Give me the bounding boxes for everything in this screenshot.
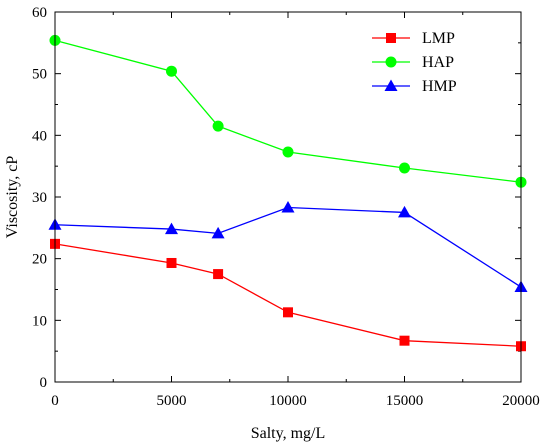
x-axis-title: Salty, mg/L xyxy=(251,425,326,442)
y-tick-label: 0 xyxy=(40,375,48,391)
legend: LMP HAP HMP xyxy=(372,30,457,95)
hap-data-point xyxy=(399,162,410,174)
tick-labels: 0 5000 10000 15000 20000 0 10 20 30 40 50 60 xyxy=(32,5,540,409)
hmp-series-line xyxy=(54,206,522,288)
lmp-data-point xyxy=(213,269,224,280)
x-tick-label: 10000 xyxy=(269,393,307,409)
y-tick-label: 10 xyxy=(32,313,47,329)
legend-hmp-marker xyxy=(384,79,398,91)
lmp-data-point xyxy=(166,257,177,268)
hap-data-point xyxy=(166,65,177,77)
series-lines xyxy=(54,39,522,347)
legend-lmp-marker xyxy=(386,33,396,43)
hmp-data-point xyxy=(211,226,225,239)
y-tick-label: 40 xyxy=(32,128,47,144)
hmp-data-point xyxy=(165,222,178,235)
y-tick-label: 30 xyxy=(32,190,47,206)
legend-lmp-label: LMP xyxy=(422,30,455,47)
lmp-data-point xyxy=(283,307,293,318)
plot-frame xyxy=(54,11,522,383)
lmp-series-line xyxy=(54,243,522,347)
legend-hap-marker xyxy=(385,56,397,68)
x-tick-label: 5000 xyxy=(157,393,187,409)
x-tick-label: 15000 xyxy=(386,393,424,409)
hap-series-line xyxy=(54,39,522,183)
hmp-data-point xyxy=(281,200,295,213)
x-tick-label: 0 xyxy=(51,393,59,409)
legend-hap-label: HAP xyxy=(422,54,454,71)
y-tick-label: 60 xyxy=(32,5,47,21)
lmp-data-point xyxy=(399,335,410,346)
legend-hmp-label: HMP xyxy=(422,78,457,95)
y-tick-label: 20 xyxy=(32,252,47,268)
hap-data-point xyxy=(212,120,224,132)
hap-data-point xyxy=(282,146,294,158)
y-axis-title: Viscosity, cP xyxy=(4,156,21,239)
hmp-data-point xyxy=(398,205,411,218)
x-tick-label: 20000 xyxy=(502,393,540,409)
y-tick-label: 50 xyxy=(32,67,47,83)
